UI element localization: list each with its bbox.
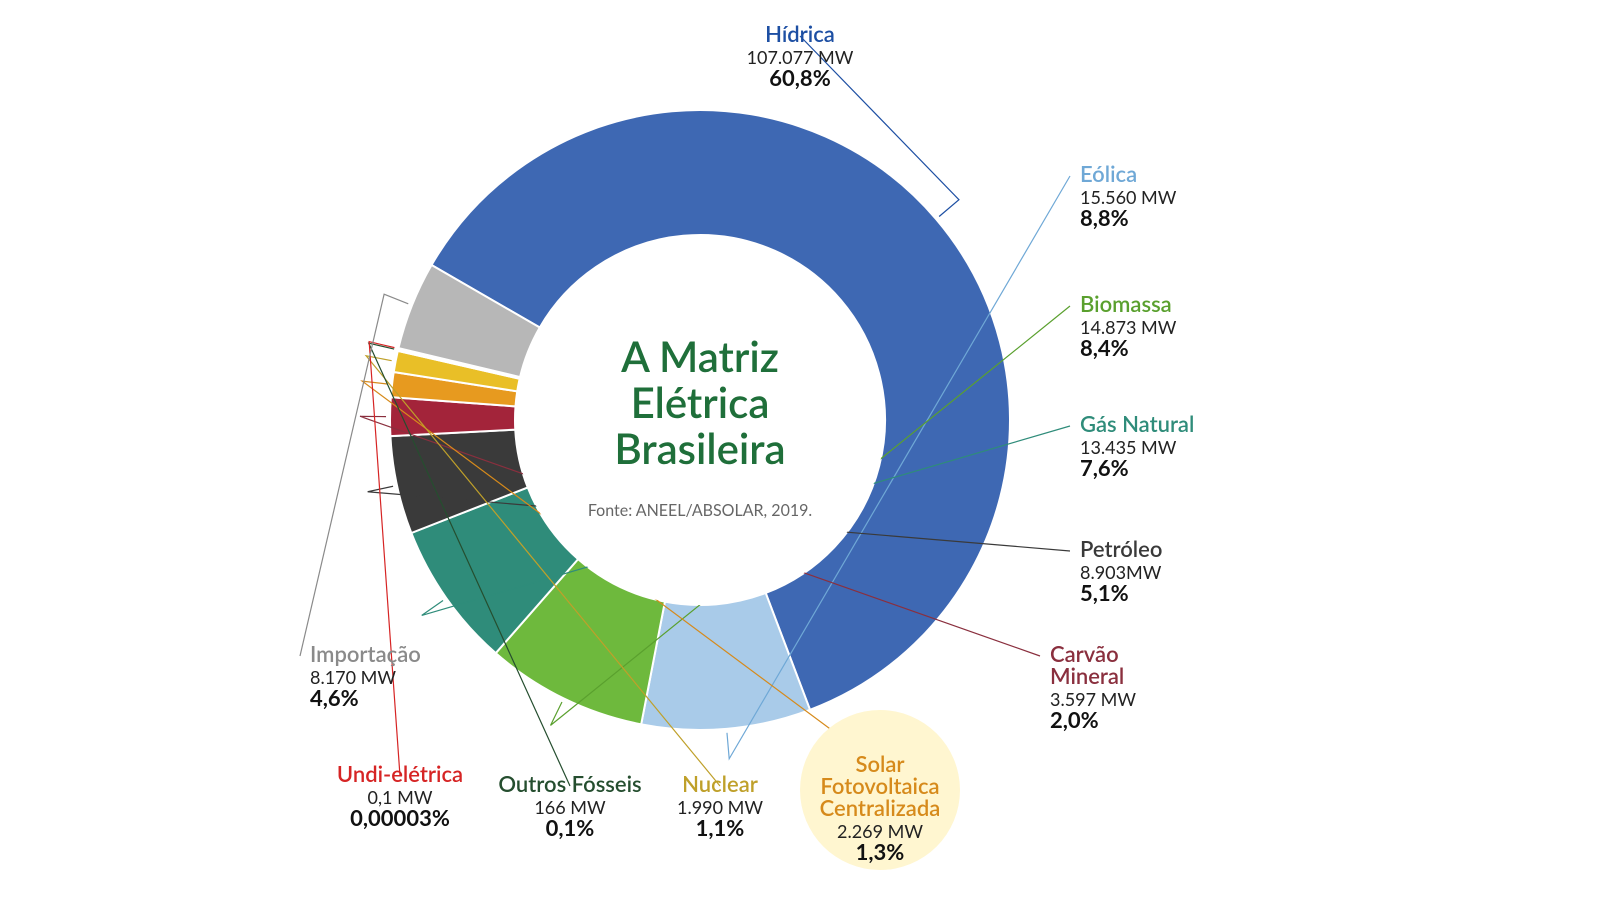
slice-label-name: Eólica	[1080, 160, 1137, 187]
slice-label-name: Centralizada	[820, 794, 941, 821]
slice-label-name: Biomassa	[1080, 290, 1172, 317]
slice-label: Undi-elétrica0,1 MW0,00003%	[337, 760, 463, 831]
donut-chart-svg: Hídrica107.077 MW60,8% Eólica15.560 MW8,8…	[0, 0, 1600, 900]
slice-label-pct: 60,8%	[769, 64, 830, 91]
slice-label-pct: 7,6%	[1080, 454, 1129, 481]
center-title-line: Elétrica	[631, 377, 770, 427]
slice-label: Outros Fósseis166 MW0,1%	[498, 770, 641, 841]
slice-label-name: Nuclear	[682, 770, 758, 797]
slice-label: Hídrica107.077 MW60,8%	[747, 20, 854, 91]
slice-label-pct: 1,3%	[856, 838, 905, 865]
slice-label-pct: 0,00003%	[350, 804, 450, 831]
slice-label-pct: 4,6%	[310, 684, 359, 711]
slice-label: Biomassa14.873 MW8,4%	[1080, 290, 1177, 361]
slice-label: Gás Natural13.435 MW7,6%	[1080, 410, 1194, 481]
chart-stage: Hídrica107.077 MW60,8% Eólica15.560 MW8,8…	[0, 0, 1600, 900]
slice-label-pct: 2,0%	[1050, 706, 1099, 733]
center-subtitle: Fonte: ANEEL/ABSOLAR, 2019.	[588, 501, 812, 520]
slice-label-name: Gás Natural	[1080, 410, 1194, 437]
center-group: A MatrizElétricaBrasileira Fonte: ANEEL/A…	[515, 235, 885, 605]
slice-label-name: Undi-elétrica	[337, 760, 463, 787]
slice-label: Nuclear1.990 MW1,1%	[677, 770, 763, 841]
slice-label: Eólica15.560 MW8,8%	[1080, 160, 1177, 231]
slice-label-name: Hídrica	[765, 20, 835, 47]
center-title-line: A Matriz	[620, 331, 779, 381]
center-title-line: Brasileira	[614, 423, 785, 473]
slice-label-name: Petróleo	[1080, 535, 1162, 562]
slice-label-pct: 0,1%	[546, 814, 595, 841]
slice-label-pct: 1,1%	[696, 814, 745, 841]
slice-label-pct: 5,1%	[1080, 579, 1129, 606]
slice-label: Importação8.170 MW4,6%	[310, 640, 421, 711]
slice-label: Petróleo8.903MW5,1%	[1080, 535, 1162, 606]
slice-label-pct: 8,8%	[1080, 204, 1129, 231]
slice-label: CarvãoMineral3.597 MW2,0%	[1050, 640, 1136, 733]
slice-label-name: Importação	[310, 640, 421, 667]
slice-label-pct: 8,4%	[1080, 334, 1129, 361]
slice-label-name: Mineral	[1050, 662, 1124, 689]
slice-label-name: Outros Fósseis	[498, 770, 641, 797]
